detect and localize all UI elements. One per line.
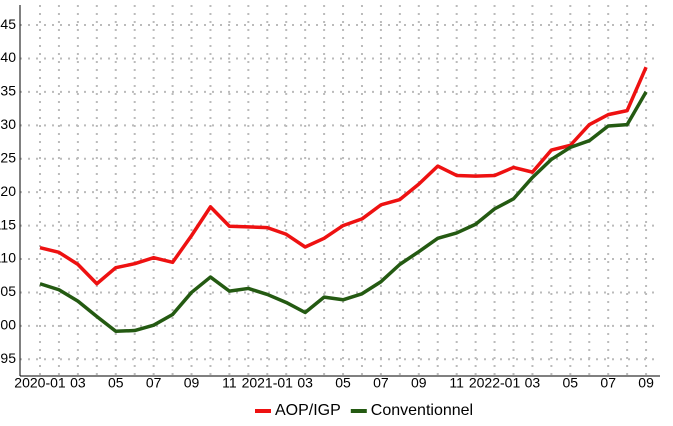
x-tick-label: 2020-01 — [14, 375, 66, 391]
x-tick-label: 11 — [222, 375, 237, 391]
x-tick-label: 05 — [563, 375, 579, 391]
x-tick-label: 2022-01 — [469, 375, 521, 391]
x-tick-label: 09 — [184, 375, 200, 391]
x-tick-label: 03 — [70, 375, 86, 391]
y-tick-label: 120 — [0, 183, 16, 199]
y-tick-label: 95 — [0, 350, 16, 366]
series-line — [39, 91, 648, 333]
legend-label: Conventionnel — [371, 402, 473, 419]
y-tick-label: 145 — [0, 16, 16, 32]
x-tick-label: 05 — [108, 375, 124, 391]
y-tick-label: 130 — [0, 116, 16, 132]
y-tick-label: 135 — [0, 83, 16, 99]
y-tick-label: 140 — [0, 49, 16, 65]
x-tick-label: 05 — [335, 375, 351, 391]
x-tick-label: 07 — [600, 375, 616, 391]
x-tick-label: 09 — [638, 375, 654, 391]
y-tick-label: 115 — [0, 216, 16, 232]
x-tick-label: 2021-01 — [242, 375, 294, 391]
y-tick-label: 125 — [0, 149, 16, 165]
x-tick-label: 07 — [373, 375, 389, 391]
y-tick-label: 110 — [0, 250, 16, 266]
x-tick-label: 03 — [525, 375, 541, 391]
x-tick-label: 09 — [411, 375, 427, 391]
x-tick-label: 07 — [146, 375, 162, 391]
legend-label: AOP/IGP — [275, 402, 341, 419]
series-line — [39, 66, 648, 286]
x-tick-label: 03 — [297, 375, 313, 391]
x-tick-label: 11 — [449, 375, 464, 391]
y-tick-label: 100 — [0, 317, 16, 333]
y-tick-label: 105 — [0, 283, 16, 299]
